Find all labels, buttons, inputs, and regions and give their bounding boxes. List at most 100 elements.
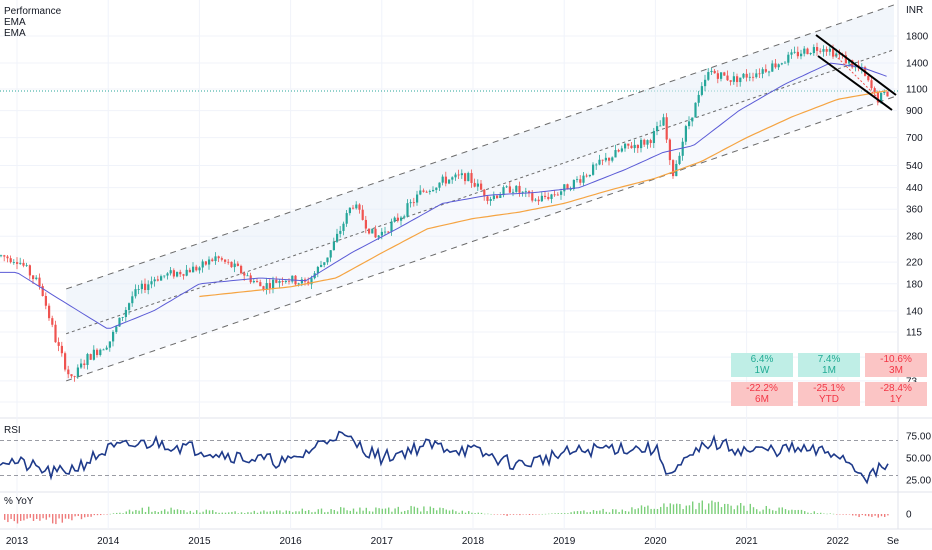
yoy-bar xyxy=(80,514,83,520)
candle-body xyxy=(547,196,550,199)
yoy-bar xyxy=(448,510,451,514)
candle-body xyxy=(755,73,758,78)
candle-body xyxy=(768,71,771,73)
candle-body xyxy=(806,48,809,55)
yoy-bar xyxy=(503,514,505,516)
yoy-bar xyxy=(199,512,201,514)
yoy-bar xyxy=(842,514,844,515)
yoy-bar xyxy=(394,508,396,514)
yoy-bar xyxy=(804,511,806,514)
candle-body xyxy=(64,353,67,370)
candle-body xyxy=(838,53,841,55)
candle-body xyxy=(633,144,636,149)
yoy-bar xyxy=(301,508,303,514)
candle-body xyxy=(281,280,284,282)
candle-body xyxy=(211,259,214,262)
yoy-bar xyxy=(439,507,441,514)
candle-body xyxy=(374,228,377,238)
candle-body xyxy=(428,191,431,192)
legend-performance[interactable]: Performance xyxy=(4,6,62,17)
candle-body xyxy=(716,73,719,79)
candle-body xyxy=(448,179,451,184)
yoy-bar xyxy=(589,511,591,514)
candle-body xyxy=(816,47,819,51)
yoy-bar xyxy=(567,513,569,514)
candle-body xyxy=(48,305,51,319)
yoy-bar xyxy=(157,511,159,514)
candle-body xyxy=(828,48,831,52)
candle-body xyxy=(227,261,230,263)
yoy-bar xyxy=(663,503,665,514)
candle-body xyxy=(396,217,399,221)
yoy-bar xyxy=(87,514,89,517)
yoy-bar xyxy=(631,507,633,514)
candle-body xyxy=(764,69,767,72)
candle-body xyxy=(336,233,339,242)
yoy-bar xyxy=(141,507,143,514)
x-tick-label: 2018 xyxy=(462,536,485,547)
legend-ema-long[interactable]: EMA xyxy=(4,28,26,39)
yoy-bar xyxy=(343,507,345,514)
candle-body xyxy=(108,341,111,348)
yoy-bar xyxy=(42,514,44,519)
yoy-bar xyxy=(36,514,38,519)
yoy-bar xyxy=(740,502,742,514)
yoy-bar xyxy=(192,512,195,514)
yoy-bar xyxy=(823,513,825,514)
yoy-bar xyxy=(532,514,534,515)
yoy-bar xyxy=(285,510,287,514)
yoy-bar xyxy=(10,514,12,520)
yoy-bar xyxy=(836,514,838,515)
candle-body xyxy=(160,276,163,281)
yoy-bar xyxy=(855,514,857,516)
candle-body xyxy=(560,191,563,195)
candle-body xyxy=(361,209,364,220)
falling-wedge xyxy=(815,34,897,111)
yoy-bar xyxy=(666,506,668,514)
yoy-bar xyxy=(282,512,284,514)
candle-body xyxy=(604,157,607,161)
yoy-bar xyxy=(375,507,377,514)
candle-body xyxy=(534,199,537,201)
candle-body xyxy=(12,262,15,263)
candle-body xyxy=(73,376,76,377)
yoy-bar xyxy=(541,513,543,515)
yoy-bar xyxy=(692,501,694,514)
yoy-bar xyxy=(317,509,319,514)
candle-body xyxy=(508,186,511,193)
yoy-label[interactable]: % YoY xyxy=(4,496,34,507)
candle-body xyxy=(51,318,54,325)
yoy-bar xyxy=(544,513,547,515)
candle-body xyxy=(224,259,227,262)
yoy-bar xyxy=(647,505,649,514)
yoy-bar xyxy=(93,514,95,516)
ema-short-line xyxy=(0,62,887,329)
yoy-bar xyxy=(640,505,643,514)
candle-body xyxy=(358,204,361,210)
yoy-bar xyxy=(359,507,361,514)
yoy-bar xyxy=(810,513,812,514)
yoy-bar xyxy=(397,506,399,514)
x-tick-label: 2020 xyxy=(644,536,667,547)
yoy-bar xyxy=(580,511,582,514)
legend-ema-short[interactable]: EMA xyxy=(4,17,26,28)
rsi-label[interactable]: RSI xyxy=(4,425,21,436)
yoy-bar xyxy=(327,511,329,514)
yoy-bar xyxy=(500,514,502,515)
yoy-bar xyxy=(196,510,198,514)
yoy-bar xyxy=(634,509,636,514)
candle-body xyxy=(566,184,569,190)
yoy-bar xyxy=(20,514,22,521)
x-tick-label: 2016 xyxy=(279,536,302,547)
candle-body xyxy=(147,284,150,291)
yoy-bar xyxy=(125,511,127,514)
candle-body xyxy=(780,63,783,65)
yoy-bar xyxy=(676,503,678,514)
candle-body xyxy=(524,191,527,193)
candle-body xyxy=(425,191,428,193)
yoy-bar xyxy=(442,508,444,514)
yoy-bar xyxy=(410,505,412,514)
yoy-bar xyxy=(512,514,515,515)
candle-body xyxy=(521,191,524,193)
